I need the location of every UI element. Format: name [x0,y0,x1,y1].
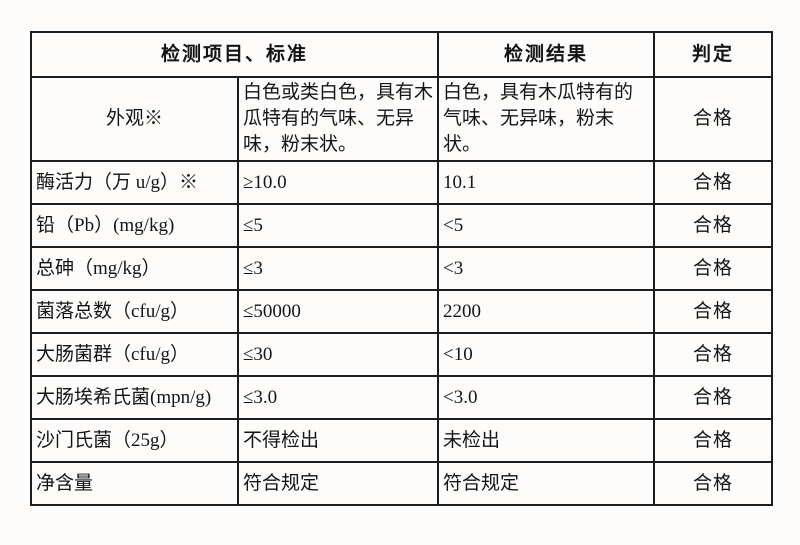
header-result: 检测结果 [437,31,656,78]
standard-cell: 白色或类白色，具有木瓜特有的气味、无异味，粉末状。 [236,76,440,162]
item-cell: 净含量 [30,461,239,506]
standard-cell: ≤50000 [236,289,440,334]
judgment-cell: 合格 [653,375,774,420]
judgment-cell: 合格 [653,418,774,463]
standard-cell: 符合规定 [236,461,440,506]
standard-cell: ≤5 [236,203,440,248]
item-cell: 菌落总数（cfu/g） [30,289,239,334]
table-row-net-content: 净含量 符合规定 符合规定 合格 [30,461,774,506]
table-row-coliform: 大肠菌群（cfu/g） ≤30 <10 合格 [30,332,774,377]
item-cell: 铅（Pb）(mg/kg) [30,203,239,248]
result-cell: <10 [437,332,656,377]
judgment-cell: 合格 [653,461,774,506]
standard-cell: 不得检出 [236,418,440,463]
header-item-standard: 检测项目、标准 [29,31,440,78]
table-row-appearance: 外观※ 白色或类白色，具有木瓜特有的气味、无异味，粉末状。 白色，具有木瓜特有的… [30,76,774,162]
standard-cell: ≤30 [236,332,440,377]
table-row-ecoli: 大肠埃希氏菌(mpn/g) ≤3.0 <3.0 合格 [30,375,774,420]
item-cell: 外观※ [30,76,239,162]
table-row-lead: 铅（Pb）(mg/kg) ≤5 <5 合格 [30,203,774,248]
item-cell: 大肠埃希氏菌(mpn/g) [30,375,239,420]
table-row-salmonella: 沙门氏菌（25g） 不得检出 未检出 合格 [30,418,774,463]
table-header-row: 检测项目、标准 检测结果 判定 [29,31,774,78]
header-judgment: 判定 [653,31,774,78]
result-cell: <3.0 [437,375,656,420]
judgment-cell: 合格 [653,160,774,205]
result-cell: 白色，具有木瓜特有的气味、无异味，粉末状。 [437,76,656,162]
result-cell: 2200 [437,289,656,334]
table-row-total-colony: 菌落总数（cfu/g） ≤50000 2200 合格 [30,289,774,334]
item-cell: 酶活力（万 u/g）※ [30,160,239,205]
judgment-cell: 合格 [653,289,774,334]
standard-cell: ≤3 [236,246,440,291]
inspection-table: 检测项目、标准 检测结果 判定 外观※ 白色或类白色，具有木瓜特有的气味、无异味… [29,31,774,506]
standard-cell: ≥10.0 [236,160,440,205]
judgment-cell: 合格 [653,332,774,377]
judgment-cell: 合格 [653,246,774,291]
judgment-cell: 合格 [653,76,774,162]
table-row-arsenic: 总砷（mg/kg） ≤3 <3 合格 [30,246,774,291]
item-cell: 大肠菌群（cfu/g） [30,332,239,377]
result-cell: 未检出 [437,418,656,463]
judgment-cell: 合格 [653,203,774,248]
result-cell: <3 [437,246,656,291]
result-cell: <5 [437,203,656,248]
result-cell: 符合规定 [437,461,656,506]
item-cell: 总砷（mg/kg） [30,246,239,291]
result-cell: 10.1 [437,160,656,205]
item-cell: 沙门氏菌（25g） [30,418,239,463]
table-row-enzyme-activity: 酶活力（万 u/g）※ ≥10.0 10.1 合格 [30,160,774,205]
standard-cell: ≤3.0 [236,375,440,420]
